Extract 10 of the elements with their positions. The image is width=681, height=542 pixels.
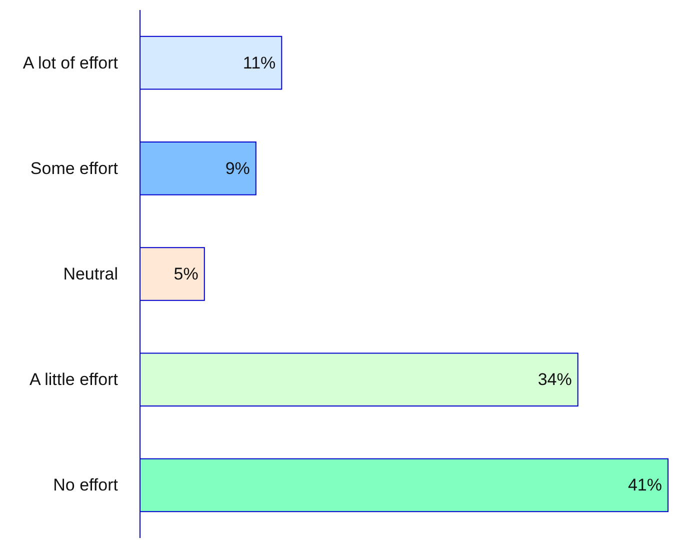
y-tick-label: A little effort xyxy=(29,370,118,390)
y-tick-label: Neutral xyxy=(63,264,118,284)
data-label: 5% xyxy=(174,264,198,284)
data-label: 34% xyxy=(538,370,572,390)
y-tick-label: Some effort xyxy=(30,158,118,178)
y-tick-label: No effort xyxy=(53,476,118,495)
data-label: 11% xyxy=(242,53,276,72)
y-tick-label: A lot of effort xyxy=(22,53,118,72)
data-label: 9% xyxy=(225,158,250,178)
data-label: 41% xyxy=(628,476,662,495)
